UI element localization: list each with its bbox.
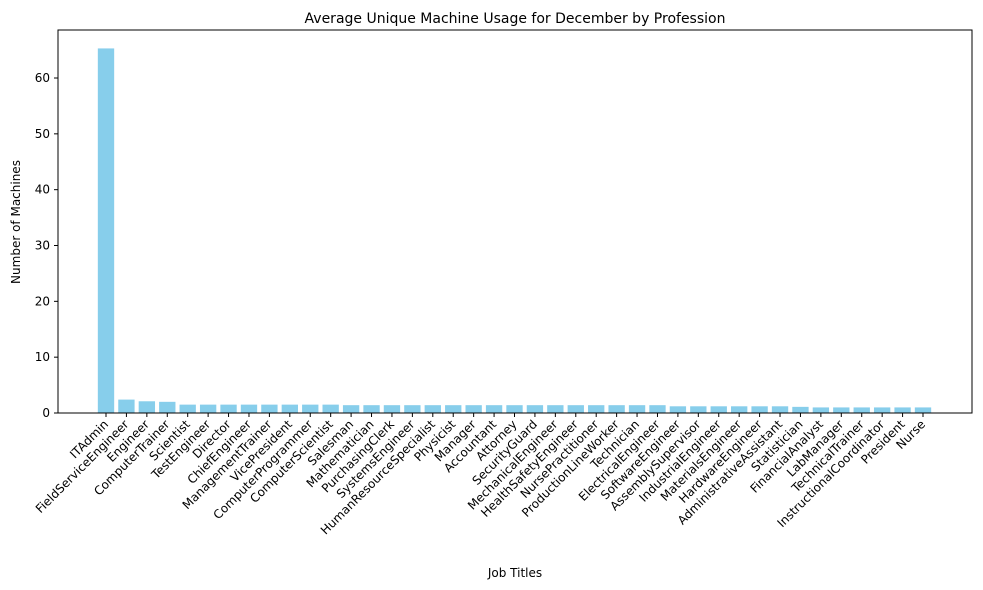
bar-Nurse — [914, 407, 932, 413]
bar-Scientist — [179, 404, 196, 413]
bar-ComputerTrainer — [159, 401, 176, 413]
y-tick-label: 0 — [42, 406, 50, 420]
bar-TechnicalTrainer — [853, 407, 870, 413]
bar-SecurityGuard — [526, 405, 544, 413]
bar-ChiefEngineer — [240, 404, 258, 413]
y-tick-label: 30 — [35, 239, 50, 253]
bar-SystemsEngineer — [404, 405, 421, 413]
bar-SoftwareEngineer — [669, 406, 687, 413]
y-tick-label: 40 — [35, 183, 50, 197]
bar-HumanResourceSpecialist — [424, 405, 441, 413]
bar-InstructionalCoordinator — [873, 407, 891, 413]
bar-HardwareEngineer — [751, 406, 768, 413]
y-tick-label: 20 — [35, 294, 50, 308]
chart-title: Average Unique Machine Usage for Decembe… — [305, 11, 726, 27]
bar-LabManager — [833, 407, 850, 413]
bar-ComputerScientist — [322, 404, 339, 413]
bar-MaterialsEngineer — [731, 406, 748, 413]
bar-ManagementTrainer — [261, 404, 278, 413]
y-axis-label: Number of Machines — [9, 160, 23, 284]
bar-Mathematician — [363, 405, 380, 413]
bar-VicePresident — [281, 404, 298, 413]
bar-Accountant — [485, 405, 503, 413]
bar-Manager — [465, 405, 482, 413]
bar-AdministrativeAssistant — [771, 406, 789, 413]
bar-Statistician — [792, 406, 809, 413]
bar-NursePractitioner — [588, 405, 605, 413]
x-axis-ticks: ITAdminFieldServiceEngineerEngineerCompu… — [33, 413, 928, 537]
bar-ITAdmin — [97, 48, 115, 414]
bar-Attorney — [506, 405, 523, 413]
y-tick-label: 50 — [35, 127, 50, 141]
bar-Technician — [628, 405, 646, 413]
plot-frame — [57, 29, 973, 414]
bars-group — [97, 48, 932, 414]
bar-Salesman — [342, 405, 360, 413]
bar-FieldServiceEngineer — [118, 399, 135, 413]
bar-ProductionLineWorker — [608, 405, 625, 413]
bar-TestEngineer — [199, 404, 217, 413]
bar-FinancialAnalyst — [812, 407, 830, 413]
bar-Director — [220, 404, 237, 413]
bar-AssemblySupervisor — [690, 406, 707, 413]
y-tick-label: 10 — [35, 350, 50, 364]
bar-President — [894, 407, 911, 413]
bar-PurchasingClerk — [383, 405, 401, 413]
bar-MechanicalEngineer — [547, 405, 564, 413]
bar-ElectricalEngineer — [649, 405, 666, 413]
bar-IndustrialEngineer — [710, 406, 727, 413]
y-axis-ticks: 0 10 20 30 40 50 60 — [35, 71, 58, 420]
bar-HealthSafetyEngineer — [567, 405, 584, 413]
bar-Engineer — [138, 401, 156, 413]
y-tick-label: 60 — [35, 71, 50, 85]
x-axis-label: Job Titles — [487, 566, 542, 580]
bar-ComputerProgrammer — [302, 404, 319, 413]
bar-Physicist — [445, 405, 462, 413]
